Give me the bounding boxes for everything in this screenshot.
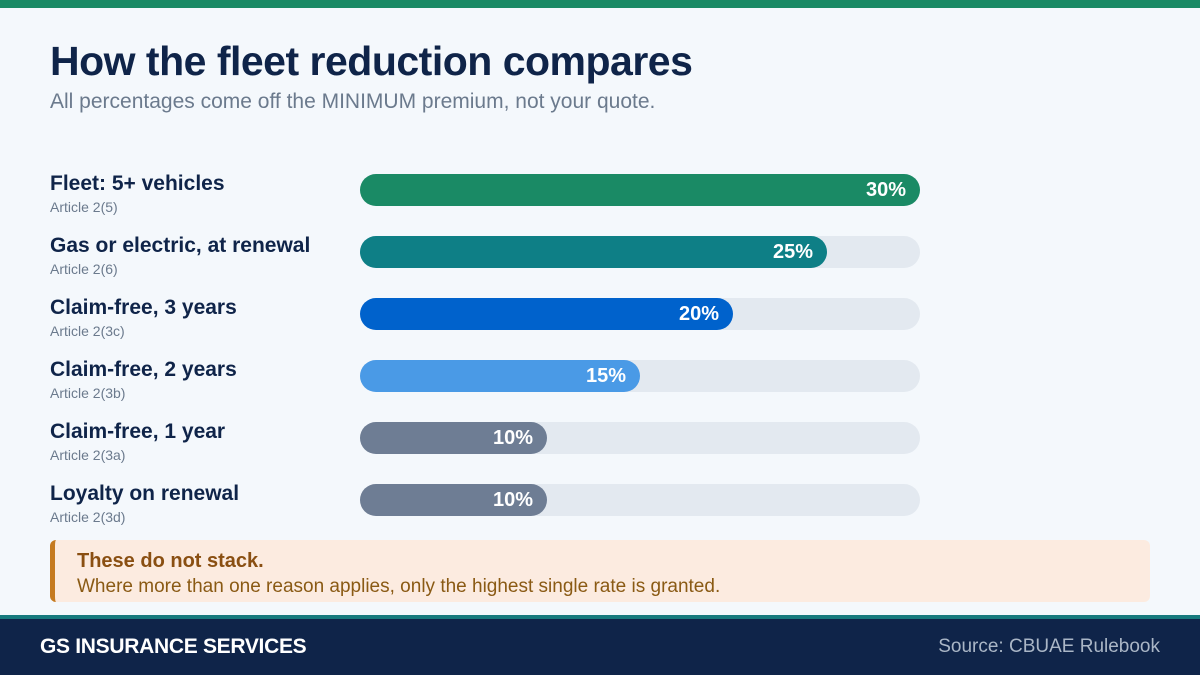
bar: 10% [360, 484, 547, 516]
bar: 15% [360, 360, 640, 392]
bar: 30% [360, 174, 920, 206]
note-title: These do not stack. [77, 550, 264, 572]
bar-category-label: Claim-free, 1 year [50, 420, 226, 443]
bar-track: 20% [360, 298, 920, 330]
bar-track: 15% [360, 360, 920, 392]
note-callout: These do not stack. Where more than one … [50, 540, 1150, 602]
bar-value-label: 15% [585, 365, 626, 387]
bar-track: 10% [360, 484, 920, 516]
footer-brand: GS INSURANCE SERVICES [40, 635, 307, 658]
bar-track: 25% [360, 236, 920, 268]
footer-source: Source: CBUAE Rulebook [938, 636, 1160, 657]
page-title: How the fleet reduction compares [50, 38, 693, 84]
bar-article-reference: Article 2(3a) [50, 447, 126, 463]
bar-article-reference: Article 2(3d) [50, 509, 126, 525]
bar-track: 30% [360, 174, 920, 206]
bar-track: 10% [360, 422, 920, 454]
chart-row: Claim-free, 3 years Article 2(3c) 20% [0, 296, 1200, 358]
page-subtitle: All percentages come off the MINIMUM pre… [50, 90, 656, 113]
bar-value-label: 25% [772, 241, 813, 263]
bar: 10% [360, 422, 547, 454]
chart-row: Claim-free, 1 year Article 2(3a) 10% [0, 420, 1200, 482]
bar-category-label: Claim-free, 3 years [50, 296, 237, 319]
bar-category-label: Claim-free, 2 years [50, 358, 237, 381]
footer-divider [0, 615, 1200, 619]
footer: GS INSURANCE SERVICES Source: CBUAE Rule… [0, 619, 1200, 675]
bar-category-label: Gas or electric, at renewal [50, 234, 311, 257]
bar-value-label: 10% [492, 427, 533, 449]
bar-value-label: 20% [678, 303, 719, 325]
bar-category-label: Fleet: 5+ vehicles [50, 172, 225, 195]
top-accent-bar [0, 0, 1200, 8]
bar-article-reference: Article 2(3c) [50, 323, 125, 339]
chart-row: Loyalty on renewal Article 2(3d) 10% [0, 482, 1200, 544]
chart-row: Claim-free, 2 years Article 2(3b) 15% [0, 358, 1200, 420]
bar-article-reference: Article 2(5) [50, 199, 118, 215]
bar-value-label: 10% [492, 489, 533, 511]
chart-row: Gas or electric, at renewal Article 2(6) 2… [0, 234, 1200, 296]
chart-row: Fleet: 5+ vehicles Article 2(5) 30% [0, 172, 1200, 234]
bar-category-label: Loyalty on renewal [50, 482, 240, 505]
bar-article-reference: Article 2(3b) [50, 385, 126, 401]
note-body: Where more than one reason applies, only… [77, 576, 721, 597]
bar-article-reference: Article 2(6) [50, 261, 118, 277]
bar-value-label: 30% [865, 179, 906, 201]
bar: 20% [360, 298, 733, 330]
bar: 25% [360, 236, 827, 268]
